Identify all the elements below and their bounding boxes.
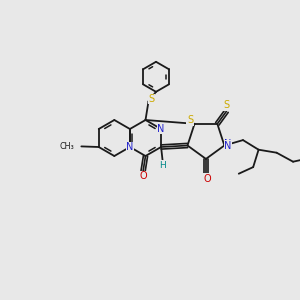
Text: S: S xyxy=(224,100,230,110)
Text: N: N xyxy=(224,140,232,151)
Text: N: N xyxy=(126,142,134,152)
Text: O: O xyxy=(204,174,211,184)
Text: O: O xyxy=(139,171,147,181)
Text: CH₃: CH₃ xyxy=(60,142,75,151)
Text: H: H xyxy=(159,161,166,170)
Text: S: S xyxy=(148,94,154,104)
Text: S: S xyxy=(187,115,193,125)
Text: N: N xyxy=(158,124,165,134)
Text: N: N xyxy=(224,139,232,149)
